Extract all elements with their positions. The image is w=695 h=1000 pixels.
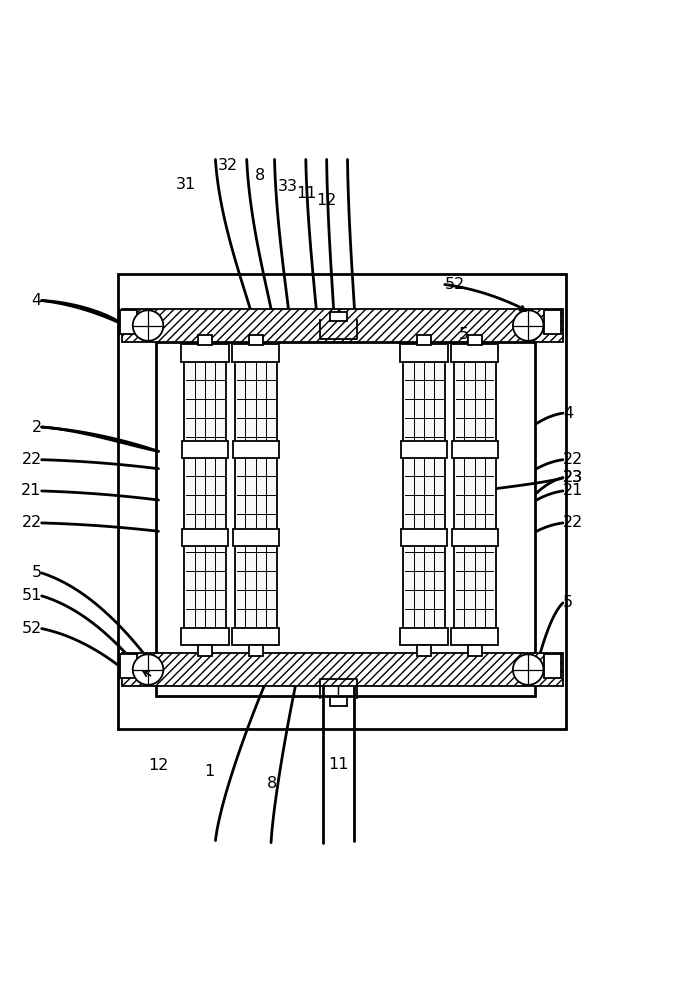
Bar bbox=[417, 335, 431, 345]
Bar bbox=[403, 361, 445, 629]
Bar bbox=[417, 645, 431, 656]
Text: 4: 4 bbox=[563, 406, 573, 421]
Bar bbox=[182, 441, 228, 458]
Bar bbox=[330, 697, 347, 706]
Bar bbox=[122, 309, 563, 342]
Bar bbox=[120, 310, 137, 334]
Text: 22: 22 bbox=[22, 515, 42, 530]
Bar bbox=[122, 309, 563, 342]
Text: 22: 22 bbox=[22, 452, 42, 467]
Bar bbox=[400, 344, 448, 362]
Text: 12: 12 bbox=[149, 758, 169, 773]
Bar bbox=[401, 529, 447, 546]
Text: 32: 32 bbox=[218, 158, 238, 173]
Bar bbox=[401, 441, 447, 458]
Bar bbox=[184, 361, 226, 629]
Text: 1: 1 bbox=[204, 764, 214, 779]
Bar bbox=[249, 645, 263, 656]
Text: 8: 8 bbox=[255, 168, 265, 183]
Text: 33: 33 bbox=[277, 179, 297, 194]
Bar bbox=[122, 653, 563, 686]
Bar bbox=[232, 628, 279, 645]
Bar bbox=[120, 654, 137, 678]
Text: 21: 21 bbox=[563, 483, 583, 498]
Text: 51: 51 bbox=[22, 588, 42, 603]
Text: 11: 11 bbox=[328, 757, 348, 772]
Bar bbox=[451, 628, 498, 645]
Text: 23: 23 bbox=[563, 470, 583, 485]
Bar bbox=[181, 628, 229, 645]
Bar bbox=[122, 653, 563, 686]
Circle shape bbox=[133, 310, 163, 341]
Bar bbox=[233, 529, 279, 546]
Text: 11: 11 bbox=[297, 186, 317, 201]
Text: 23: 23 bbox=[563, 470, 583, 485]
Bar bbox=[118, 274, 566, 729]
Bar bbox=[544, 310, 561, 334]
Bar bbox=[198, 335, 212, 345]
Text: 52: 52 bbox=[445, 277, 465, 292]
Bar bbox=[233, 441, 279, 458]
Bar bbox=[452, 529, 498, 546]
Text: 12: 12 bbox=[317, 193, 337, 208]
Bar bbox=[122, 653, 563, 686]
Bar bbox=[198, 645, 212, 656]
Text: 5: 5 bbox=[563, 595, 573, 610]
Text: 21: 21 bbox=[22, 483, 42, 498]
Text: 8: 8 bbox=[268, 776, 277, 791]
Text: 22: 22 bbox=[563, 515, 583, 530]
Bar bbox=[468, 645, 482, 656]
Bar bbox=[468, 335, 482, 345]
Bar bbox=[330, 312, 347, 321]
Circle shape bbox=[513, 654, 543, 685]
Circle shape bbox=[133, 654, 163, 685]
Text: 4: 4 bbox=[31, 293, 42, 308]
Bar bbox=[451, 344, 498, 362]
Bar bbox=[156, 342, 535, 696]
Bar bbox=[182, 529, 228, 546]
Bar bbox=[235, 361, 277, 629]
Bar bbox=[232, 344, 279, 362]
Text: 31: 31 bbox=[176, 177, 196, 192]
Text: 5: 5 bbox=[459, 327, 469, 342]
Bar bbox=[544, 654, 561, 678]
Bar bbox=[181, 344, 229, 362]
Text: 5: 5 bbox=[31, 565, 42, 580]
Bar bbox=[122, 309, 563, 342]
Text: 2: 2 bbox=[31, 420, 42, 435]
Bar bbox=[400, 628, 448, 645]
Text: 52: 52 bbox=[22, 621, 42, 636]
Text: 22: 22 bbox=[563, 452, 583, 467]
Bar bbox=[452, 441, 498, 458]
Bar bbox=[454, 361, 496, 629]
Bar bbox=[249, 335, 263, 345]
Circle shape bbox=[513, 310, 543, 341]
